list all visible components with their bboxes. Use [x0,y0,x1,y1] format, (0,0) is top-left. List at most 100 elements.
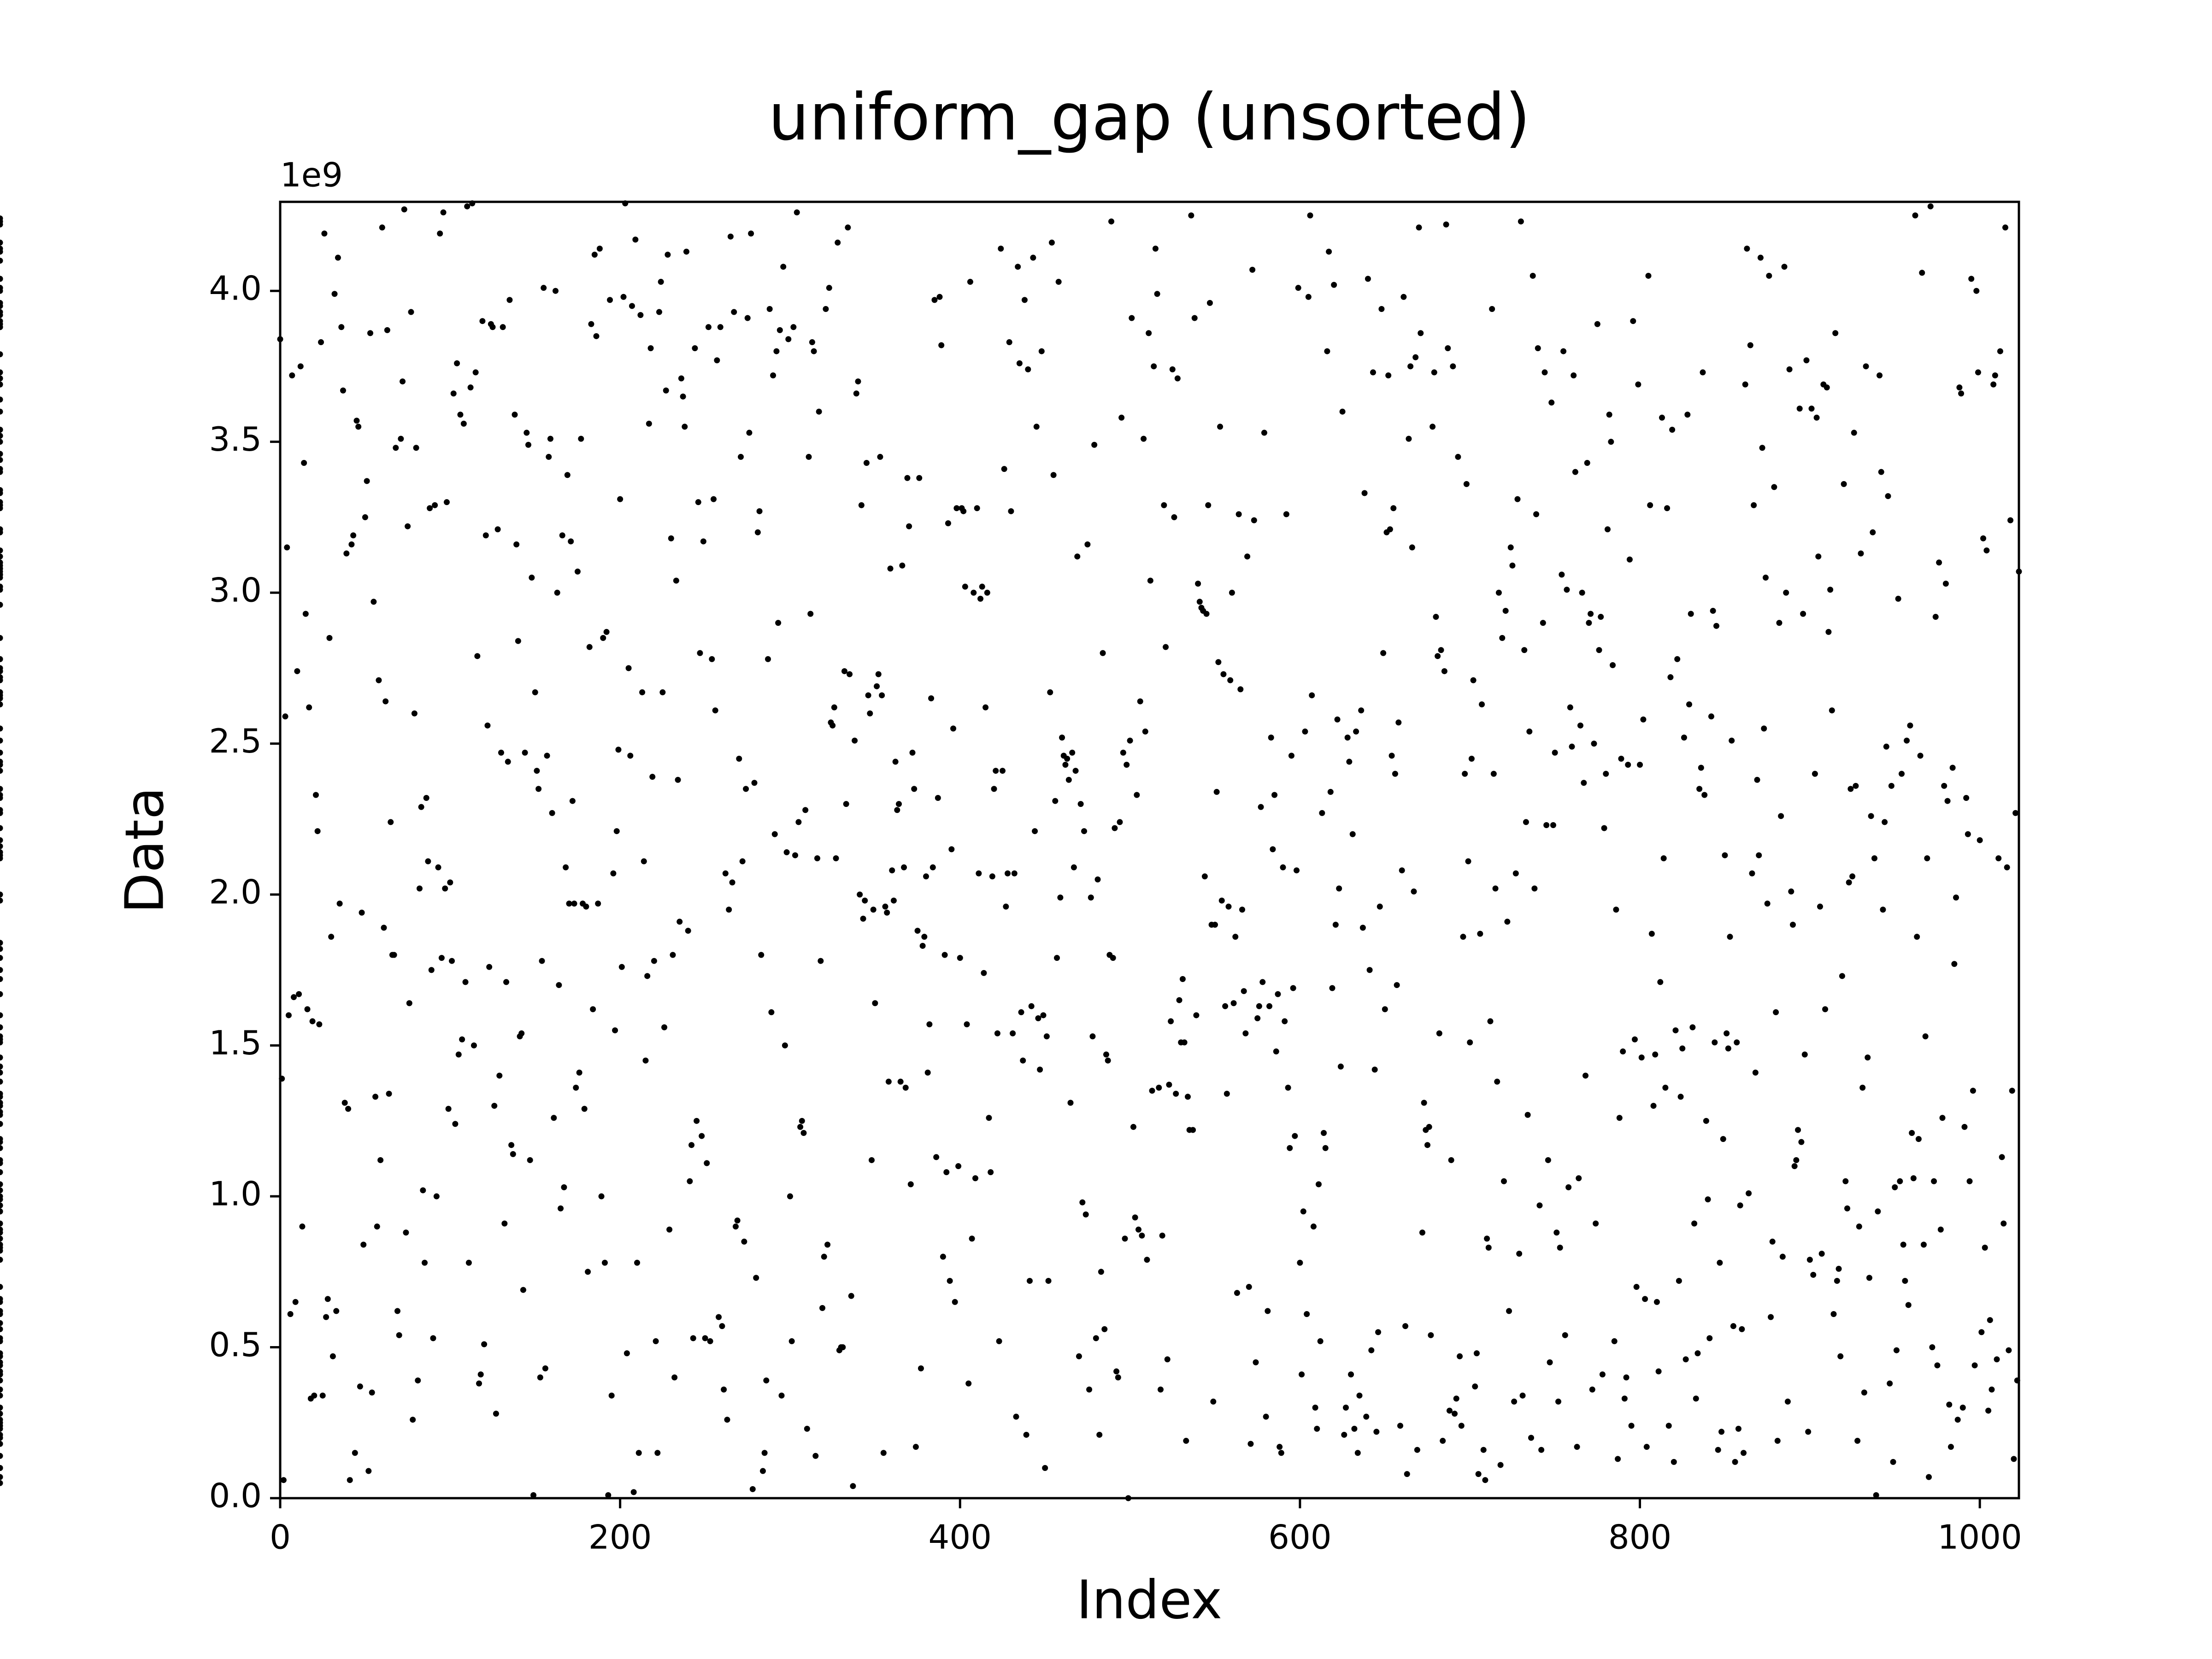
point [777,327,783,333]
point [658,279,664,285]
point [0,1417,3,1423]
point [1292,1133,1298,1139]
point [481,1341,488,1347]
point [1100,650,1106,656]
point [1844,1205,1850,1212]
point [515,638,521,644]
point [0,786,3,792]
point [933,1154,940,1160]
point [309,1018,316,1024]
point [897,1078,904,1085]
point [1631,1036,1638,1042]
point [1074,553,1081,560]
point [1195,581,1201,587]
point [324,1296,331,1302]
point [0,749,3,756]
point [1065,777,1072,783]
point [930,864,936,871]
point [0,991,3,997]
point [1565,1184,1572,1190]
point [1235,511,1242,518]
point [1574,1444,1580,1450]
point [0,768,3,774]
point [1181,1039,1188,1046]
point [731,309,737,315]
point [1196,599,1203,605]
point [376,677,382,683]
point [0,1063,3,1070]
point [1973,288,1980,294]
point [1067,1100,1074,1106]
point [1387,526,1393,533]
point [1512,870,1519,877]
point [659,689,666,695]
point [1509,562,1516,569]
point [374,1224,380,1230]
point [1796,406,1803,412]
point [928,695,935,701]
point [491,1103,498,1109]
point [1385,372,1392,379]
point [965,1380,972,1387]
point [768,1009,775,1016]
point [1218,897,1225,904]
point [1849,873,1856,880]
point [1337,1063,1344,1070]
point [729,879,735,886]
point [1589,1386,1595,1393]
point [1452,1411,1458,1417]
point [618,964,625,970]
point [727,233,734,240]
point [941,952,948,958]
point [724,1417,730,1423]
point [1822,1006,1829,1012]
point [1302,728,1308,735]
point [1468,755,1475,762]
point [1371,1066,1378,1073]
point [1213,788,1220,795]
point [1657,979,1664,985]
point [1674,656,1681,662]
point [0,451,3,457]
point [0,529,3,535]
point [666,1226,673,1233]
point [0,1157,3,1163]
point [1315,1181,1322,1188]
point [790,324,797,330]
point [1696,786,1703,792]
point [1824,384,1830,391]
point [1341,1431,1347,1438]
point [719,1323,725,1330]
point [824,1241,831,1248]
point [345,1106,352,1112]
point [1203,611,1210,617]
point [1307,212,1313,218]
point [0,369,3,376]
point [1057,894,1064,901]
point [457,412,464,418]
point [561,1184,567,1190]
point [1583,1072,1589,1079]
point [0,1121,3,1127]
point [1915,1136,1922,1142]
point [410,1417,416,1423]
point [759,1468,766,1474]
point [1671,1459,1677,1465]
point [0,1435,3,1441]
point [1567,704,1573,711]
point [1115,1374,1121,1381]
point [1448,1157,1454,1163]
point [0,487,3,493]
point [1703,1118,1709,1124]
point [348,541,355,547]
point [1579,589,1585,596]
point [0,1441,3,1447]
point [1458,1423,1465,1429]
point [462,979,469,985]
point [673,577,679,584]
point [2012,810,2019,816]
point [498,749,504,756]
point [1344,735,1351,741]
point [1858,550,1864,557]
point [1720,1136,1726,1142]
